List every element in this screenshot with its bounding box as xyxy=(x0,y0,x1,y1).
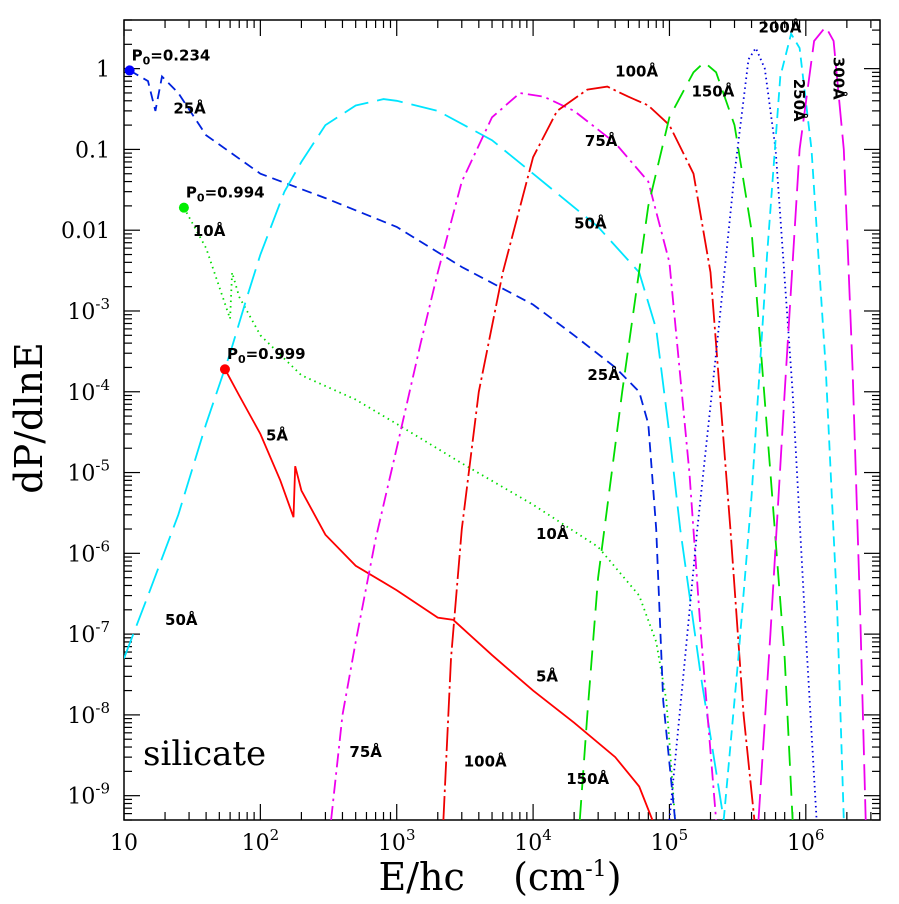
x-axis-title-main: E/hc (cm xyxy=(378,855,585,899)
material-annotation: silicate xyxy=(143,734,266,774)
x-tick-label: 10 xyxy=(110,831,138,856)
curve-label: 5Å xyxy=(536,666,558,685)
y-tick-label: 10-6 xyxy=(67,537,110,567)
x-axis-title-close: ) xyxy=(607,855,622,899)
curve-label: 200Å xyxy=(759,18,802,37)
y-tick-label: 0.01 xyxy=(61,219,110,244)
y-tick-label: 10-4 xyxy=(67,376,110,406)
x-tick-label: 103 xyxy=(378,826,416,856)
curve-label: 50Å xyxy=(574,213,607,232)
series-line-2 xyxy=(129,69,676,820)
start-markers: P0=0.234 P0=0.994 P0=0.999 xyxy=(124,46,306,375)
y-tick-label: 0.1 xyxy=(75,138,110,163)
p0-label: P0=0.999 xyxy=(227,345,306,366)
curve-label: 100Å xyxy=(615,61,658,80)
x-axis-title-exponent: -1 xyxy=(585,857,606,882)
y-tick-label: 1 xyxy=(96,58,110,83)
start-marker-dot xyxy=(219,364,230,375)
curve-label: 10Å xyxy=(536,524,569,543)
series-line-4 xyxy=(330,92,717,820)
y-axis-title: dP/dlnE xyxy=(7,342,51,493)
curve-label: 250Å xyxy=(790,79,809,122)
y-tick-label: 10-9 xyxy=(67,780,110,810)
series-line-1 xyxy=(183,207,676,820)
plot-border xyxy=(123,19,881,821)
series-line-6 xyxy=(578,60,794,820)
series-line-5 xyxy=(442,85,756,820)
series-line-0 xyxy=(224,368,654,820)
y-tick-label: 10-3 xyxy=(67,295,110,325)
p0-label: P0=0.234 xyxy=(132,46,211,67)
curve-label: 300Å xyxy=(830,57,849,100)
curve-label: 150Å xyxy=(691,82,734,101)
series-line-7 xyxy=(668,46,818,820)
curve-label: 100Å xyxy=(464,751,507,770)
y-tick-label: 10-8 xyxy=(67,699,110,729)
start-marker-dot xyxy=(178,202,189,213)
x-tick-label: 102 xyxy=(242,826,280,856)
curve-label: 75Å xyxy=(349,742,382,761)
y-tick-label: 10-5 xyxy=(67,457,110,487)
curve-label: 5Å xyxy=(266,425,288,444)
y-tick-label: 10-7 xyxy=(67,618,110,648)
series-line-8 xyxy=(722,31,845,820)
series-line-3 xyxy=(124,98,725,820)
start-marker-dot xyxy=(124,65,135,76)
axis-tick-labels: 10 102 103 104 105 106 1 0.1 0.01 10-3 10-4 10-5 10-… xyxy=(61,58,825,856)
curve-label: 75Å xyxy=(585,131,618,150)
curve-label: 150Å xyxy=(566,769,609,788)
plot-frame xyxy=(123,19,881,821)
x-tick-label: 106 xyxy=(787,826,825,856)
curve-labels: 25Å 10Å 5Å 50Å 75Å 100Å 150Å 5Å 10Å 25Å 50Å 75Å 100Å… xyxy=(165,18,849,788)
curve-label: 10Å xyxy=(193,221,226,240)
series-lines xyxy=(124,25,867,820)
p0-label: P0=0.994 xyxy=(186,184,265,205)
x-axis-title: E/hc (cm-1) xyxy=(378,855,621,899)
x-tick-label: 104 xyxy=(514,826,552,856)
curve-label: 25Å xyxy=(587,365,620,384)
curve-label: 25Å xyxy=(173,98,206,117)
curve-label: 50Å xyxy=(165,610,198,629)
x-tick-label: 105 xyxy=(651,826,689,856)
